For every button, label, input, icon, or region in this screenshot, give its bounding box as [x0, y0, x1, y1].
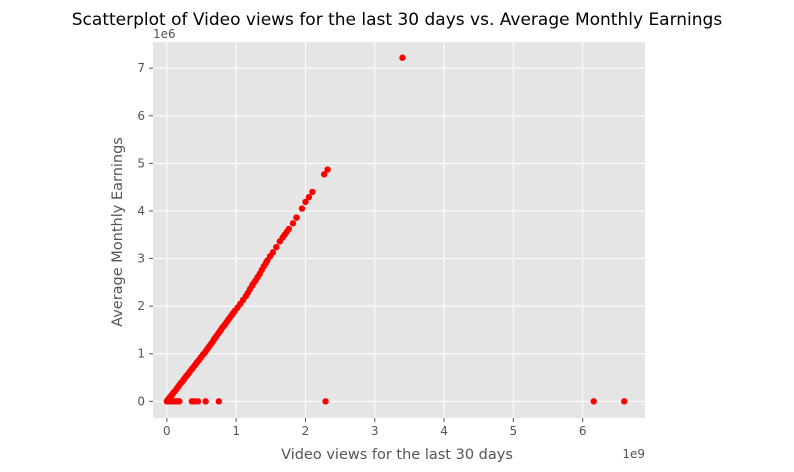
plot-area [153, 42, 645, 418]
data-point [269, 249, 277, 256]
y-tick-label: 3 [137, 252, 145, 266]
data-point [202, 398, 209, 405]
x-axis-label: Video views for the last 30 days [281, 447, 513, 463]
data-point [305, 193, 313, 201]
x-tick-label: 6 [579, 424, 587, 438]
y-tick-label: 2 [137, 299, 145, 313]
y-tick-label: 5 [137, 156, 145, 170]
y-tick-label: 7 [137, 61, 145, 75]
y-axis-offset-label: 1e6 [153, 27, 176, 41]
y-tick-label: 4 [137, 204, 145, 218]
data-point [194, 398, 202, 405]
data-point [215, 398, 223, 405]
data-point [273, 243, 280, 251]
data-points [163, 54, 628, 405]
x-tick-label: 2 [302, 424, 310, 438]
x-tick-label: 3 [371, 424, 379, 438]
data-point [309, 188, 316, 196]
y-tick-label: 1 [137, 347, 145, 361]
data-point [293, 214, 300, 221]
data-point [590, 398, 597, 405]
data-point [621, 398, 628, 405]
x-ticks: 0 1 2 3 4 5 6 [163, 418, 586, 438]
y-axis-label: Average Monthly Earnings [110, 137, 126, 327]
data-point [320, 171, 328, 178]
data-point [399, 54, 406, 61]
grid-lines [153, 42, 645, 418]
y-tick-label: 0 [137, 394, 145, 408]
x-tick-label: 0 [163, 424, 171, 438]
data-point [298, 205, 306, 212]
data-point [176, 398, 183, 405]
x-tick-label: 4 [440, 424, 448, 438]
data-point [324, 166, 331, 173]
x-axis-offset-label: 1e9 [622, 447, 645, 461]
y-ticks: 0 1 2 3 4 5 6 7 [137, 61, 153, 408]
y-tick-label: 6 [137, 109, 145, 123]
data-point [302, 198, 309, 206]
chart-title: Scatterplot of Video views for the last … [72, 10, 723, 30]
data-point [322, 398, 329, 405]
data-point [289, 220, 297, 227]
x-tick-label: 5 [510, 424, 518, 438]
data-point [285, 225, 293, 233]
x-tick-label: 1 [232, 424, 240, 438]
